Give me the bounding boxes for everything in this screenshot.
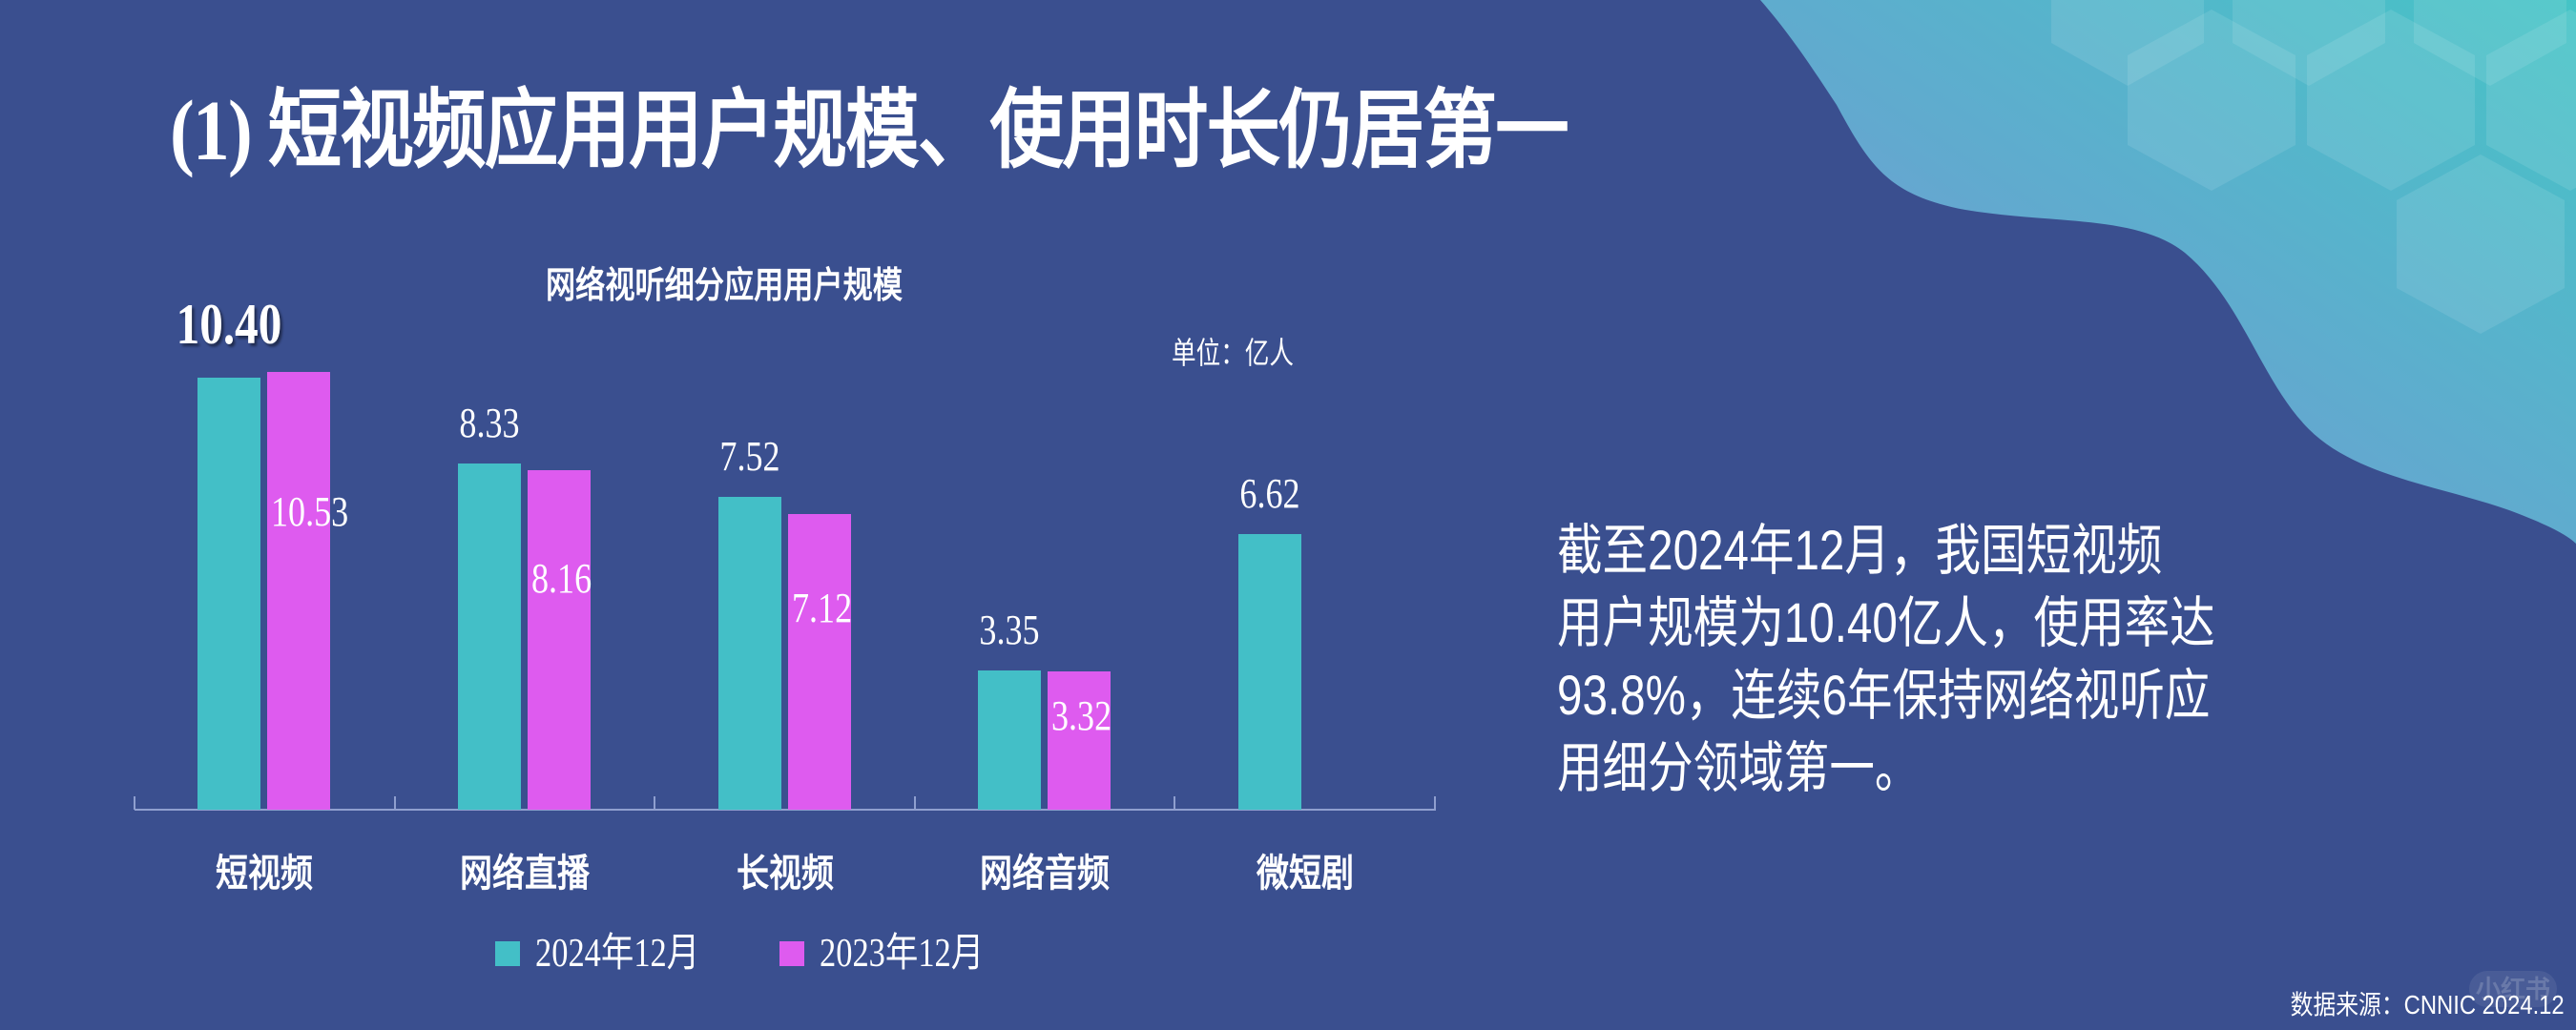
chart-title: 网络视听细分应用用户规模 xyxy=(546,266,903,306)
category-label: 网络音频 xyxy=(980,853,1111,895)
bar-2024 xyxy=(197,377,261,810)
legend-swatch-2024 xyxy=(495,941,520,966)
value-label-2024: 7.52 xyxy=(718,433,780,481)
summary-line: 用细分领域第一。 xyxy=(1557,737,1921,799)
bar-2024 xyxy=(717,497,781,810)
legend-item-2024: 2024年12月 xyxy=(495,931,736,977)
slide-title: (1) 短视频应用用户规模、使用时长仍居第一 xyxy=(170,84,1569,178)
summary-line: 截至2024年12月，我国短视频 xyxy=(1557,520,2163,582)
category-label: 网络直播 xyxy=(459,853,590,895)
summary-text: 截至2024年12月，我国短视频 用户规模为10.40亿人，使用率达 93.8%… xyxy=(1557,515,2261,805)
bar-2024 xyxy=(457,463,521,810)
summary-line: 93.8%，连续6年保持网络视听应 xyxy=(1557,665,2211,727)
x-axis xyxy=(135,809,1436,811)
category-label: 短视频 xyxy=(216,853,314,895)
x-axis-tick xyxy=(134,796,135,810)
bar-2023 xyxy=(1048,671,1111,810)
bar-chart: 短视频 10.40 10.53 网络直播 8.33 8.16 长视频 7.52 7.12 网络音频… xyxy=(134,292,1436,895)
x-axis-tick xyxy=(913,796,916,810)
bar-2023 xyxy=(527,470,591,810)
legend-label-2024: 2024年12月 xyxy=(535,932,700,976)
category-label: 长视频 xyxy=(736,853,834,895)
value-label-2023: 10.53 xyxy=(271,487,349,535)
x-axis-tick xyxy=(654,796,656,810)
value-label-2023: 7.12 xyxy=(791,584,852,631)
bar-2024 xyxy=(978,670,1042,810)
value-label-2023: 8.16 xyxy=(530,555,592,603)
x-axis-tick xyxy=(1434,796,1436,810)
legend-item-2023: 2023年12月 xyxy=(779,931,1020,977)
x-axis-tick xyxy=(1174,796,1176,810)
unit-label: 单位：亿人 xyxy=(1172,336,1295,370)
bar-2023 xyxy=(787,513,851,810)
summary-line: 用户规模为10.40亿人，使用率达 xyxy=(1557,592,2215,654)
value-label-2024: 8.33 xyxy=(459,399,520,446)
value-label-2024: 10.40 xyxy=(176,292,282,356)
data-source: 数据来源：CNNIC 2024.12 xyxy=(2290,990,2565,1020)
chart-legend: 2024年12月 2023年12月 xyxy=(495,931,1064,977)
bar-2023 xyxy=(267,371,331,810)
legend-label-2023: 2023年12月 xyxy=(820,932,985,976)
legend-swatch-2023 xyxy=(779,941,805,966)
x-axis-tick xyxy=(393,796,396,810)
watermark-logo: 小红书 xyxy=(2469,971,2557,1007)
value-label-2024: 6.62 xyxy=(1239,470,1300,518)
bar-2024 xyxy=(1237,534,1301,810)
value-label-2024: 3.35 xyxy=(979,606,1040,653)
value-label-2023: 3.32 xyxy=(1051,691,1112,739)
category-label: 微短剧 xyxy=(1256,853,1354,895)
